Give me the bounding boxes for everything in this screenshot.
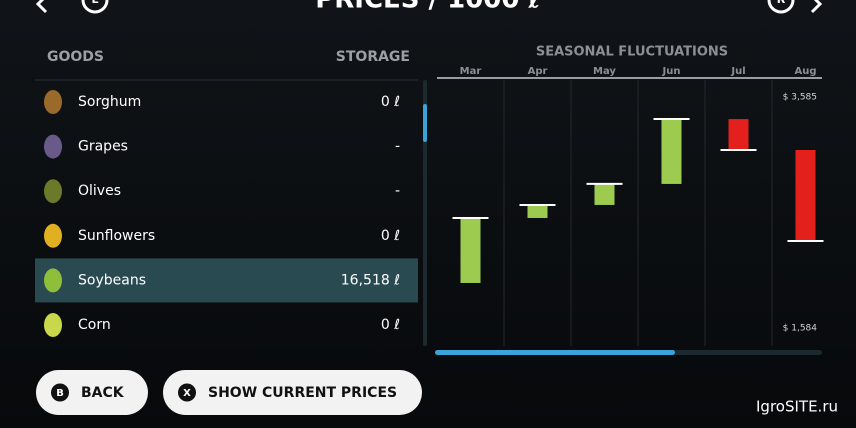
row-highlight [35,258,418,303]
storage-amount: 0 ℓ [381,228,400,244]
goods-icon [44,90,62,114]
button[interactable] [36,370,148,415]
next-arrow[interactable] [810,0,823,14]
goods-name[interactable]: Grapes [78,139,128,155]
right-button-icon[interactable] [767,0,795,14]
goods-name[interactable]: Sunflowers [78,228,155,244]
price-change-bar [594,183,615,205]
goods-name[interactable]: Corn [78,317,111,333]
month-label: Apr [528,66,548,77]
price-change-bar [728,119,749,150]
button-label[interactable]: SHOW CURRENT PRICES [208,385,397,401]
scroll-thumb[interactable] [423,104,427,142]
column-header: GOODS [47,49,104,65]
price-change-bar [795,149,816,241]
price-change-bar [661,119,682,184]
month-label: Mar [460,66,482,77]
left-button-icon[interactable] [81,0,109,14]
goods-icon [44,268,62,293]
goods-icon [44,179,62,204]
goods-name[interactable]: Sorghum [78,94,141,110]
goods-name[interactable]: Soybeans [78,272,146,288]
right-button-letter: R [777,0,786,6]
watermark: IgroSITE.ru [756,398,838,416]
goods-icon [44,223,62,248]
button[interactable] [163,370,422,415]
storage-amount: - [395,139,400,155]
month-label: Jun [662,66,681,77]
button-icon-letter: B [56,388,64,399]
page-title: PRICES / 1000 ℓ [315,0,541,15]
button-label[interactable]: BACK [81,385,125,401]
goods-name[interactable]: Olives [78,183,121,199]
month-label: Jul [730,66,745,77]
price-change-bar [527,204,548,218]
storage-amount: 16,518 ℓ [341,272,400,288]
month-label: May [593,66,616,77]
y-tick-label: $ 3,585 [783,93,817,103]
left-button-letter: L [91,0,98,6]
month-label: Aug [794,66,816,77]
storage-amount: 0 ℓ [381,317,400,333]
storage-amount: - [395,183,400,199]
goods-icon [44,134,62,159]
button-icon [51,383,69,402]
column-header: STORAGE [336,49,410,65]
button-icon [178,383,196,402]
storage-amount: 0 ℓ [381,94,400,110]
prev-arrow[interactable] [35,0,48,14]
chart-title: SEASONAL FLUCTUATIONS [536,45,728,60]
price-change-bar [460,217,481,283]
scroll-track [423,80,427,346]
hscroll-thumb[interactable] [435,350,675,355]
button-icon-letter: X [183,388,191,399]
goods-icon [44,313,62,337]
y-tick-label: $ 1,584 [783,324,818,334]
